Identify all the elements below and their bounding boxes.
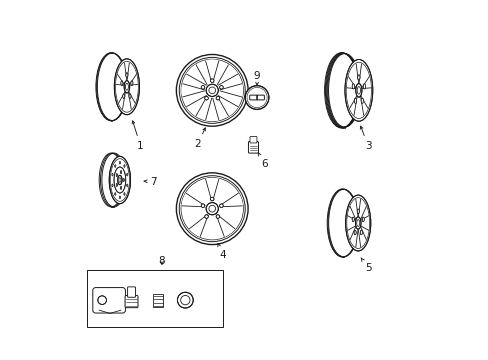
Ellipse shape xyxy=(351,84,354,89)
Ellipse shape xyxy=(118,175,122,185)
Polygon shape xyxy=(361,77,370,89)
Polygon shape xyxy=(349,96,356,115)
Polygon shape xyxy=(360,96,367,115)
Ellipse shape xyxy=(357,75,359,80)
Bar xyxy=(86,270,223,327)
Ellipse shape xyxy=(119,161,120,164)
Text: 3: 3 xyxy=(360,126,371,151)
Ellipse shape xyxy=(125,73,128,77)
Text: 7: 7 xyxy=(144,177,156,187)
Polygon shape xyxy=(182,193,204,207)
Polygon shape xyxy=(128,92,135,109)
Ellipse shape xyxy=(114,59,139,115)
Ellipse shape xyxy=(119,196,120,199)
Ellipse shape xyxy=(360,98,363,103)
Circle shape xyxy=(216,215,219,218)
Ellipse shape xyxy=(344,59,372,121)
Polygon shape xyxy=(346,77,355,89)
Ellipse shape xyxy=(123,193,125,195)
Ellipse shape xyxy=(363,84,365,89)
FancyBboxPatch shape xyxy=(249,136,256,143)
Text: 2: 2 xyxy=(194,128,205,149)
Circle shape xyxy=(216,96,219,100)
Circle shape xyxy=(204,215,208,218)
Polygon shape xyxy=(217,65,237,85)
Ellipse shape xyxy=(356,209,359,214)
Circle shape xyxy=(201,86,204,89)
Circle shape xyxy=(177,292,193,308)
Polygon shape xyxy=(355,63,361,83)
Ellipse shape xyxy=(123,165,125,167)
Circle shape xyxy=(210,197,214,201)
Ellipse shape xyxy=(126,184,127,186)
Circle shape xyxy=(219,86,223,89)
Ellipse shape xyxy=(115,165,116,167)
Ellipse shape xyxy=(354,98,356,103)
Text: 9: 9 xyxy=(253,71,260,85)
Ellipse shape xyxy=(112,184,113,186)
Polygon shape xyxy=(205,179,218,201)
Ellipse shape xyxy=(355,217,360,229)
FancyBboxPatch shape xyxy=(248,141,258,153)
Circle shape xyxy=(244,86,268,109)
Text: 8: 8 xyxy=(159,256,165,266)
FancyBboxPatch shape xyxy=(93,288,125,313)
Ellipse shape xyxy=(126,174,127,176)
Ellipse shape xyxy=(353,230,355,235)
Ellipse shape xyxy=(120,171,122,174)
Polygon shape xyxy=(220,84,242,97)
Ellipse shape xyxy=(124,81,129,93)
Ellipse shape xyxy=(131,81,133,85)
Ellipse shape xyxy=(112,174,113,176)
Text: 5: 5 xyxy=(360,258,371,273)
Circle shape xyxy=(210,79,214,82)
Polygon shape xyxy=(186,65,206,85)
Text: 4: 4 xyxy=(217,244,226,260)
Circle shape xyxy=(206,84,218,96)
Polygon shape xyxy=(216,215,234,236)
Ellipse shape xyxy=(360,230,362,235)
Polygon shape xyxy=(124,63,129,80)
Circle shape xyxy=(98,296,106,305)
Ellipse shape xyxy=(122,94,124,99)
Polygon shape xyxy=(219,193,242,207)
Ellipse shape xyxy=(120,186,122,189)
Ellipse shape xyxy=(362,217,364,222)
Polygon shape xyxy=(355,199,360,216)
Ellipse shape xyxy=(116,174,117,176)
Polygon shape xyxy=(129,75,138,85)
FancyBboxPatch shape xyxy=(127,287,135,297)
Ellipse shape xyxy=(345,195,370,251)
Polygon shape xyxy=(182,84,204,97)
Polygon shape xyxy=(205,60,218,82)
Polygon shape xyxy=(360,226,368,239)
Ellipse shape xyxy=(115,193,116,195)
Polygon shape xyxy=(217,95,237,116)
Polygon shape xyxy=(119,92,125,109)
Polygon shape xyxy=(189,215,207,236)
Polygon shape xyxy=(347,226,355,239)
Ellipse shape xyxy=(355,84,361,97)
Polygon shape xyxy=(355,230,360,247)
Ellipse shape xyxy=(351,217,353,222)
Circle shape xyxy=(201,204,204,207)
Ellipse shape xyxy=(129,94,131,99)
Text: 1: 1 xyxy=(132,121,143,151)
FancyBboxPatch shape xyxy=(125,296,138,308)
Polygon shape xyxy=(186,95,206,116)
Polygon shape xyxy=(360,207,368,220)
Text: 6: 6 xyxy=(258,153,267,169)
Ellipse shape xyxy=(121,81,122,85)
Polygon shape xyxy=(116,75,124,85)
Ellipse shape xyxy=(122,179,124,181)
Ellipse shape xyxy=(116,184,117,186)
Ellipse shape xyxy=(114,167,125,193)
Polygon shape xyxy=(347,207,355,220)
Circle shape xyxy=(206,203,218,215)
Circle shape xyxy=(219,204,223,207)
Circle shape xyxy=(204,96,208,100)
Polygon shape xyxy=(205,98,218,121)
Ellipse shape xyxy=(109,156,130,204)
